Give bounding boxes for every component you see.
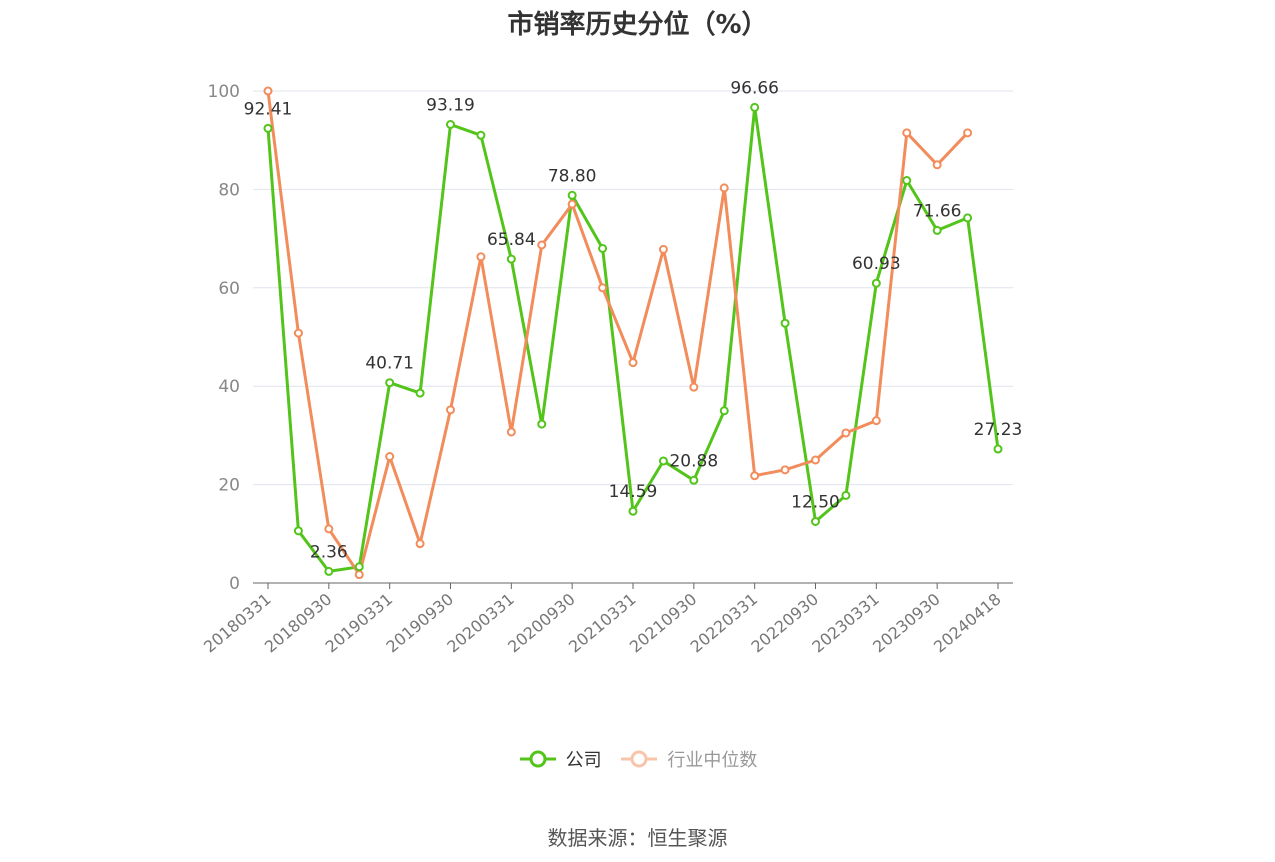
data-label: 27.23 bbox=[974, 420, 1023, 440]
data-point-company[interactable] bbox=[506, 254, 516, 264]
legend-item-company[interactable]: 公司 bbox=[518, 746, 602, 772]
chart-title: 市销率历史分位（%） bbox=[507, 10, 768, 40]
legend-item-industry-median[interactable]: 行业中位数 bbox=[619, 746, 757, 772]
data-label: 2.36 bbox=[310, 542, 348, 562]
data-point-company[interactable] bbox=[811, 517, 820, 526]
data-point-company[interactable] bbox=[263, 123, 273, 133]
data-point-industry-median[interactable] bbox=[415, 539, 425, 549]
data-point-industry-median[interactable] bbox=[446, 405, 455, 415]
data-point-company[interactable] bbox=[354, 562, 364, 572]
data-point-industry-median[interactable] bbox=[750, 471, 760, 481]
y-tick-label: 40 bbox=[218, 377, 240, 397]
series-line-industry-median bbox=[266, 90, 969, 577]
data-point-company[interactable] bbox=[628, 506, 638, 516]
data-point-industry-median[interactable] bbox=[628, 358, 638, 368]
data-point-company[interactable] bbox=[567, 190, 577, 200]
data-point-company[interactable] bbox=[537, 419, 547, 429]
data-point-industry-median[interactable] bbox=[598, 283, 608, 293]
data-point-company[interactable] bbox=[415, 388, 425, 398]
data-point-industry-median[interactable] bbox=[841, 428, 851, 438]
data-point-industry-median[interactable] bbox=[811, 455, 820, 465]
data-label: 65.84 bbox=[487, 230, 536, 250]
data-point-industry-median[interactable] bbox=[689, 382, 699, 392]
data-point-company[interactable] bbox=[902, 176, 912, 186]
data-point-company[interactable] bbox=[719, 406, 729, 416]
legend-label-industry-median: 行业中位数 bbox=[667, 750, 758, 771]
y-tick-label: 80 bbox=[218, 180, 240, 200]
data-point-industry-median[interactable] bbox=[871, 416, 881, 426]
y-tick-label: 20 bbox=[218, 476, 240, 496]
data-point-industry-median[interactable] bbox=[963, 128, 973, 138]
data-point-industry-median[interactable] bbox=[719, 183, 729, 193]
axes: 0204060801002018033120180930201903312019… bbox=[200, 82, 1013, 656]
data-label: 40.71 bbox=[365, 354, 414, 374]
data-point-company[interactable] bbox=[385, 378, 395, 388]
data-point-company[interactable] bbox=[841, 490, 851, 500]
data-point-company[interactable] bbox=[476, 130, 486, 140]
data-point-company[interactable] bbox=[871, 278, 881, 288]
x-tick-label: 20240418 bbox=[930, 590, 1005, 657]
data-point-company[interactable] bbox=[932, 225, 942, 235]
data-label: 92.41 bbox=[244, 99, 293, 119]
data-label: 96.66 bbox=[730, 78, 779, 98]
legend-label-company: 公司 bbox=[565, 750, 602, 771]
data-point-company[interactable] bbox=[598, 243, 608, 253]
data-labels: 92.41 2.36 40.71 93.19 65.84 78.80 14.59 20.88 9… bbox=[244, 78, 1023, 562]
data-label: 93.19 bbox=[426, 96, 475, 116]
data-point-industry-median[interactable] bbox=[263, 86, 273, 96]
legend: 公司 行业中位数 bbox=[0, 746, 1275, 774]
data-label: 78.80 bbox=[548, 166, 597, 186]
data-point-industry-median[interactable] bbox=[902, 128, 912, 138]
data-point-industry-median[interactable] bbox=[293, 328, 303, 338]
data-label: 20.88 bbox=[669, 451, 718, 471]
data-label: 60.93 bbox=[852, 254, 901, 274]
data-point-company[interactable] bbox=[689, 475, 699, 485]
y-tick-label: 100 bbox=[208, 82, 240, 102]
data-point-industry-median[interactable] bbox=[385, 452, 395, 462]
data-label: 12.50 bbox=[791, 493, 840, 513]
grid-lines bbox=[253, 90, 1013, 486]
data-label: 71.66 bbox=[913, 201, 962, 221]
data-point-company[interactable] bbox=[658, 456, 668, 466]
data-point-industry-median[interactable] bbox=[324, 524, 334, 534]
data-point-industry-median[interactable] bbox=[537, 240, 547, 250]
data-point-company[interactable] bbox=[780, 318, 790, 328]
y-tick-label: 60 bbox=[218, 279, 240, 299]
data-point-industry-median[interactable] bbox=[780, 465, 790, 475]
data-point-industry-median[interactable] bbox=[476, 252, 486, 262]
legend-line-orange-icon bbox=[621, 750, 658, 768]
data-point-industry-median[interactable] bbox=[658, 244, 668, 254]
data-point-industry-median[interactable] bbox=[932, 160, 942, 170]
data-point-company[interactable] bbox=[750, 102, 760, 112]
data-point-industry-median[interactable] bbox=[506, 427, 516, 437]
y-tick-label: 0 bbox=[229, 574, 240, 594]
legend-line-green-icon bbox=[519, 750, 556, 768]
data-point-company[interactable] bbox=[324, 566, 334, 576]
data-point-company[interactable] bbox=[293, 526, 303, 536]
source-note: 数据来源：恒生聚源 bbox=[547, 826, 728, 850]
data-point-company[interactable] bbox=[993, 444, 1003, 454]
data-points bbox=[263, 86, 1003, 580]
data-point-company[interactable] bbox=[963, 213, 973, 223]
data-point-company[interactable] bbox=[446, 120, 455, 130]
data-point-industry-median[interactable] bbox=[567, 199, 577, 209]
data-label: 14.59 bbox=[609, 482, 658, 502]
data-point-industry-median[interactable] bbox=[354, 570, 364, 580]
